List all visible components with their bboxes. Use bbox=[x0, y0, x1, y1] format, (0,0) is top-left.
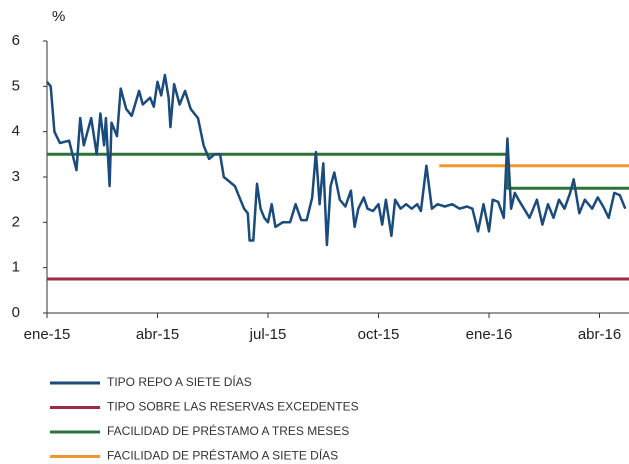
x-tick-label: abr-15 bbox=[136, 326, 179, 343]
y-tick-label: 5 bbox=[12, 77, 20, 94]
y-tick-label: 2 bbox=[12, 213, 20, 230]
series-line bbox=[46, 73, 627, 247]
legend-label: FACILIDAD DE PRÉSTAMO A TRES MESES bbox=[107, 423, 349, 438]
x-tick-label: oct-15 bbox=[358, 326, 400, 343]
y-tick-label: 0 bbox=[12, 304, 20, 321]
legend-label: TIPO REPO A SIETE DÍAS bbox=[107, 374, 252, 389]
x-tick-label: ene-16 bbox=[466, 326, 513, 343]
y-tick-label: 4 bbox=[12, 123, 20, 140]
y-tick-label: 3 bbox=[12, 168, 20, 185]
legend-label: FACILIDAD DE PRÉSTAMO A SIETE DÍAS bbox=[107, 448, 338, 463]
y-axis-label: % bbox=[52, 8, 65, 25]
x-tick-label: abr-16 bbox=[578, 326, 621, 343]
series-line bbox=[47, 152, 629, 190]
x-tick-label: ene-15 bbox=[24, 326, 71, 343]
y-tick-label: 1 bbox=[12, 259, 20, 276]
x-tick-label: jul-15 bbox=[249, 326, 287, 343]
legend-label: TIPO SOBRE LAS RESERVAS EXCEDENTES bbox=[107, 400, 359, 414]
y-tick-label: 6 bbox=[12, 32, 20, 49]
